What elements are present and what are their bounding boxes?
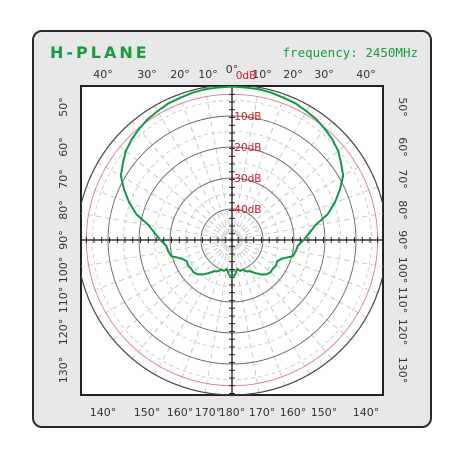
left-angle-label: 90° — [57, 230, 70, 250]
bottom-angle-label: 140° — [353, 406, 380, 419]
pattern-point — [294, 102, 297, 105]
db-ring-labels: 0dB -10dB -20dB -30dB -40dB — [230, 70, 261, 216]
right-angle-label: 100° — [396, 257, 409, 284]
polar-chart: H-PLANE frequency: 2450MHz 40° 30° 20° 10° 0… — [50, 43, 418, 419]
pattern-point — [314, 224, 317, 227]
left-angle-label: 110° — [57, 287, 70, 314]
left-angle-label: 80° — [57, 200, 70, 220]
pattern-point — [269, 271, 272, 274]
right-angle-label: 80° — [396, 200, 409, 220]
pattern-point — [236, 268, 239, 270]
db-label: -40dB — [230, 204, 261, 216]
left-angle-label: 100° — [57, 257, 70, 284]
frequency-label: frequency: 2450MHz — [283, 45, 418, 60]
pattern-point — [294, 250, 297, 253]
pattern-point — [231, 275, 233, 278]
bottom-angle-label: 150° — [134, 406, 161, 419]
db-label: -30dB — [230, 173, 261, 185]
pattern-point — [241, 268, 244, 271]
bottom-angle-label: 170° — [249, 406, 276, 419]
pattern-point — [259, 273, 262, 276]
bottom-angle-label: 160° — [167, 406, 194, 419]
pattern-point — [305, 110, 308, 113]
pattern-point — [282, 96, 285, 99]
angle-labels: 40° 30° 20° 10° 0° 10° 20° 30° 40°140° 150° 160° 17… — [57, 63, 409, 419]
top-angle-label: 20° — [283, 68, 303, 81]
pattern-point — [326, 213, 329, 216]
top-angle-label: 0° — [226, 63, 239, 76]
pattern-point — [257, 88, 260, 91]
top-angle-label: 10° — [198, 68, 218, 81]
top-angle-label: 30° — [314, 68, 334, 81]
left-angle-label: 60° — [57, 137, 70, 157]
right-angle-label: 120° — [396, 319, 409, 346]
pattern-point — [245, 270, 248, 273]
top-angle-label: 30° — [137, 68, 157, 81]
top-angle-label: 10° — [252, 68, 272, 81]
pattern-point — [265, 273, 268, 276]
chart-title: H-PLANE — [50, 43, 150, 62]
pattern-point — [239, 269, 242, 272]
left-angle-label: 70° — [57, 169, 70, 189]
pattern-point — [315, 118, 318, 121]
left-angle-label: 120° — [57, 319, 70, 346]
db-label: -10dB — [230, 111, 261, 123]
pattern-point — [231, 86, 233, 88]
chart-card: H-PLANE frequency: 2450MHz 40° 30° 20° 10° 0… — [32, 30, 432, 428]
pattern-point — [254, 272, 257, 274]
right-angle-label: 110° — [396, 287, 409, 314]
bottom-angle-label: 180° — [219, 406, 246, 419]
left-angle-label: 50° — [57, 97, 70, 117]
pattern-point — [291, 255, 294, 258]
pattern-point — [340, 162, 343, 165]
db-label: 0dB — [236, 70, 257, 82]
pattern-point — [324, 128, 326, 130]
pattern-series — [119, 86, 345, 278]
top-angle-label: 20° — [170, 68, 190, 81]
pattern-point — [308, 232, 311, 235]
left-angle-label: 130° — [57, 357, 70, 384]
pattern-point — [331, 138, 334, 141]
right-angle-label: 50° — [396, 97, 409, 117]
pattern-point — [333, 201, 336, 204]
pattern-point — [281, 257, 284, 260]
pattern-point — [275, 264, 277, 267]
right-angle-label: 130° — [396, 357, 409, 384]
right-angle-label: 70° — [396, 169, 409, 189]
bottom-angle-label: 160° — [280, 406, 307, 419]
pattern-point — [296, 244, 299, 247]
pattern-point — [234, 273, 236, 276]
bottom-angle-label: 170° — [195, 406, 222, 419]
right-angle-label: 60° — [396, 137, 409, 157]
right-angle-label: 90° — [396, 230, 409, 250]
pattern-point — [338, 188, 341, 191]
top-angle-label: 40° — [356, 68, 376, 81]
pattern-point — [270, 91, 273, 94]
pattern-point — [244, 86, 247, 89]
db-label: -20dB — [230, 142, 261, 154]
pattern-point — [271, 267, 274, 270]
bottom-angle-label: 140° — [90, 406, 117, 419]
pattern-point — [337, 150, 340, 152]
pattern-point — [302, 239, 305, 241]
pattern-point — [342, 174, 345, 177]
top-angle-label: 40° — [93, 68, 113, 81]
bottom-angle-label: 150° — [311, 406, 338, 419]
pattern-point — [249, 270, 251, 273]
pattern-point — [276, 260, 279, 262]
polar-grid — [81, 86, 383, 395]
